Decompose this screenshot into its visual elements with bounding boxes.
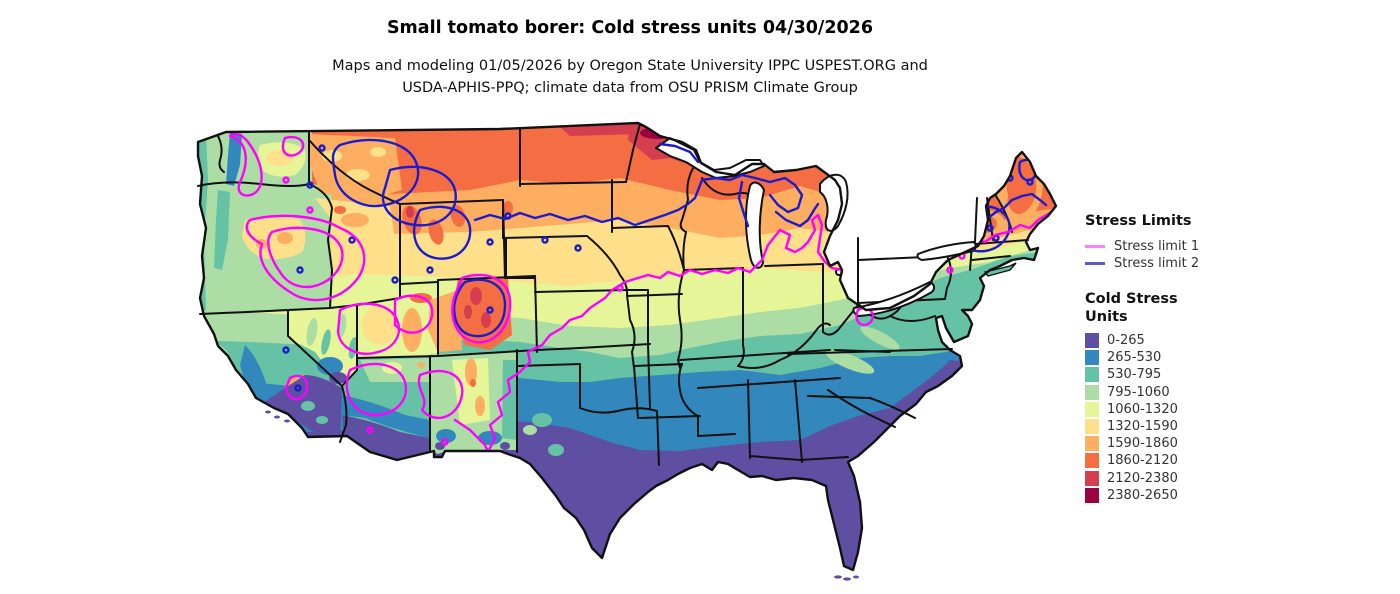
subtitle-line1: Maps and modeling 01/05/2026 by Oregon S… <box>332 58 928 74</box>
florida-keys <box>834 575 859 581</box>
legend: Stress Limits Stress limit 1 Stress limit… <box>1085 212 1335 504</box>
us-outline <box>196 121 1058 572</box>
stress-limit-label: Stress limit 1 <box>1114 239 1200 254</box>
cold-stress-class-label: 0-265 <box>1107 333 1145 349</box>
lake-erie <box>852 281 936 317</box>
cold-stress-class-label: 1860-2120 <box>1107 453 1178 469</box>
cold-stress-class-swatch <box>1085 384 1099 400</box>
us-cold-stress-map <box>190 120 1070 594</box>
cold-stress-class-label: 795-1060 <box>1107 384 1170 400</box>
stress-limit-item: Stress limit 1 <box>1085 238 1335 255</box>
cold-stress-class-swatch <box>1085 333 1099 349</box>
cold-stress-class-item: 1590-1860 <box>1085 435 1335 452</box>
cold-stress-class-item: 265-530 <box>1085 349 1335 366</box>
stress-limit-line-swatch <box>1085 262 1105 265</box>
cold-stress-class-label: 530-795 <box>1107 367 1162 383</box>
stress-limits-items: Stress limit 1 Stress limit 2 <box>1085 238 1335 272</box>
cold-stress-class-label: 1590-1860 <box>1107 436 1178 452</box>
stress-limit-line-swatch <box>1085 245 1105 248</box>
cold-stress-class-label: 1320-1590 <box>1107 419 1178 435</box>
cold-stress-class-label: 265-530 <box>1107 350 1162 366</box>
cold-stress-class-item: 1860-2120 <box>1085 452 1335 469</box>
cold-stress-class-swatch <box>1085 401 1099 417</box>
long-island <box>983 262 1017 277</box>
stress-limit-item: Stress limit 2 <box>1085 255 1335 272</box>
cold-stress-class-swatch <box>1085 350 1099 366</box>
cold-stress-class-swatch <box>1085 367 1099 383</box>
cold-stress-class-item: 2380-2650 <box>1085 487 1335 504</box>
page-title: Small tomato borer: Cold stress units 04… <box>386 18 874 38</box>
cold-stress-units-title: Cold Stress Units <box>1085 291 1178 325</box>
cold-stress-class-item: 795-1060 <box>1085 384 1335 401</box>
cold-stress-class-swatch <box>1085 453 1099 469</box>
subtitle-line2: USDA-APHIS-PPQ; climate data from OSU PR… <box>402 80 858 96</box>
cold-stress-class-swatch <box>1085 419 1099 435</box>
cold-stress-class-item: 2120-2380 <box>1085 470 1335 487</box>
cold-stress-class-item: 1060-1320 <box>1085 401 1335 418</box>
map-svg <box>196 121 1058 581</box>
stress-limits-title: Stress Limits <box>1085 213 1192 229</box>
cold-stress-class-swatch <box>1085 487 1099 503</box>
cold-stress-class-item: 0-265 <box>1085 332 1335 349</box>
cold-stress-class-swatch <box>1085 470 1099 486</box>
cold-stress-class-label: 1060-1320 <box>1107 401 1178 417</box>
cold-stress-class-item: 530-795 <box>1085 366 1335 383</box>
channel-islands <box>265 410 290 423</box>
subtitle: Maps and modeling 01/05/2026 by Oregon S… <box>0 55 1260 99</box>
cold-stress-class-swatch <box>1085 436 1099 452</box>
stress-limit-label: Stress limit 2 <box>1114 256 1200 271</box>
cold-stress-classes: 0-265 265-530 530-795 795-1060 1060-1320 1320… <box>1085 332 1335 504</box>
cold-stress-class-label: 2380-2650 <box>1107 487 1178 503</box>
cold-stress-class-label: 2120-2380 <box>1107 470 1178 486</box>
cold-stress-class-item: 1320-1590 <box>1085 418 1335 435</box>
lake-michigan <box>744 181 765 269</box>
